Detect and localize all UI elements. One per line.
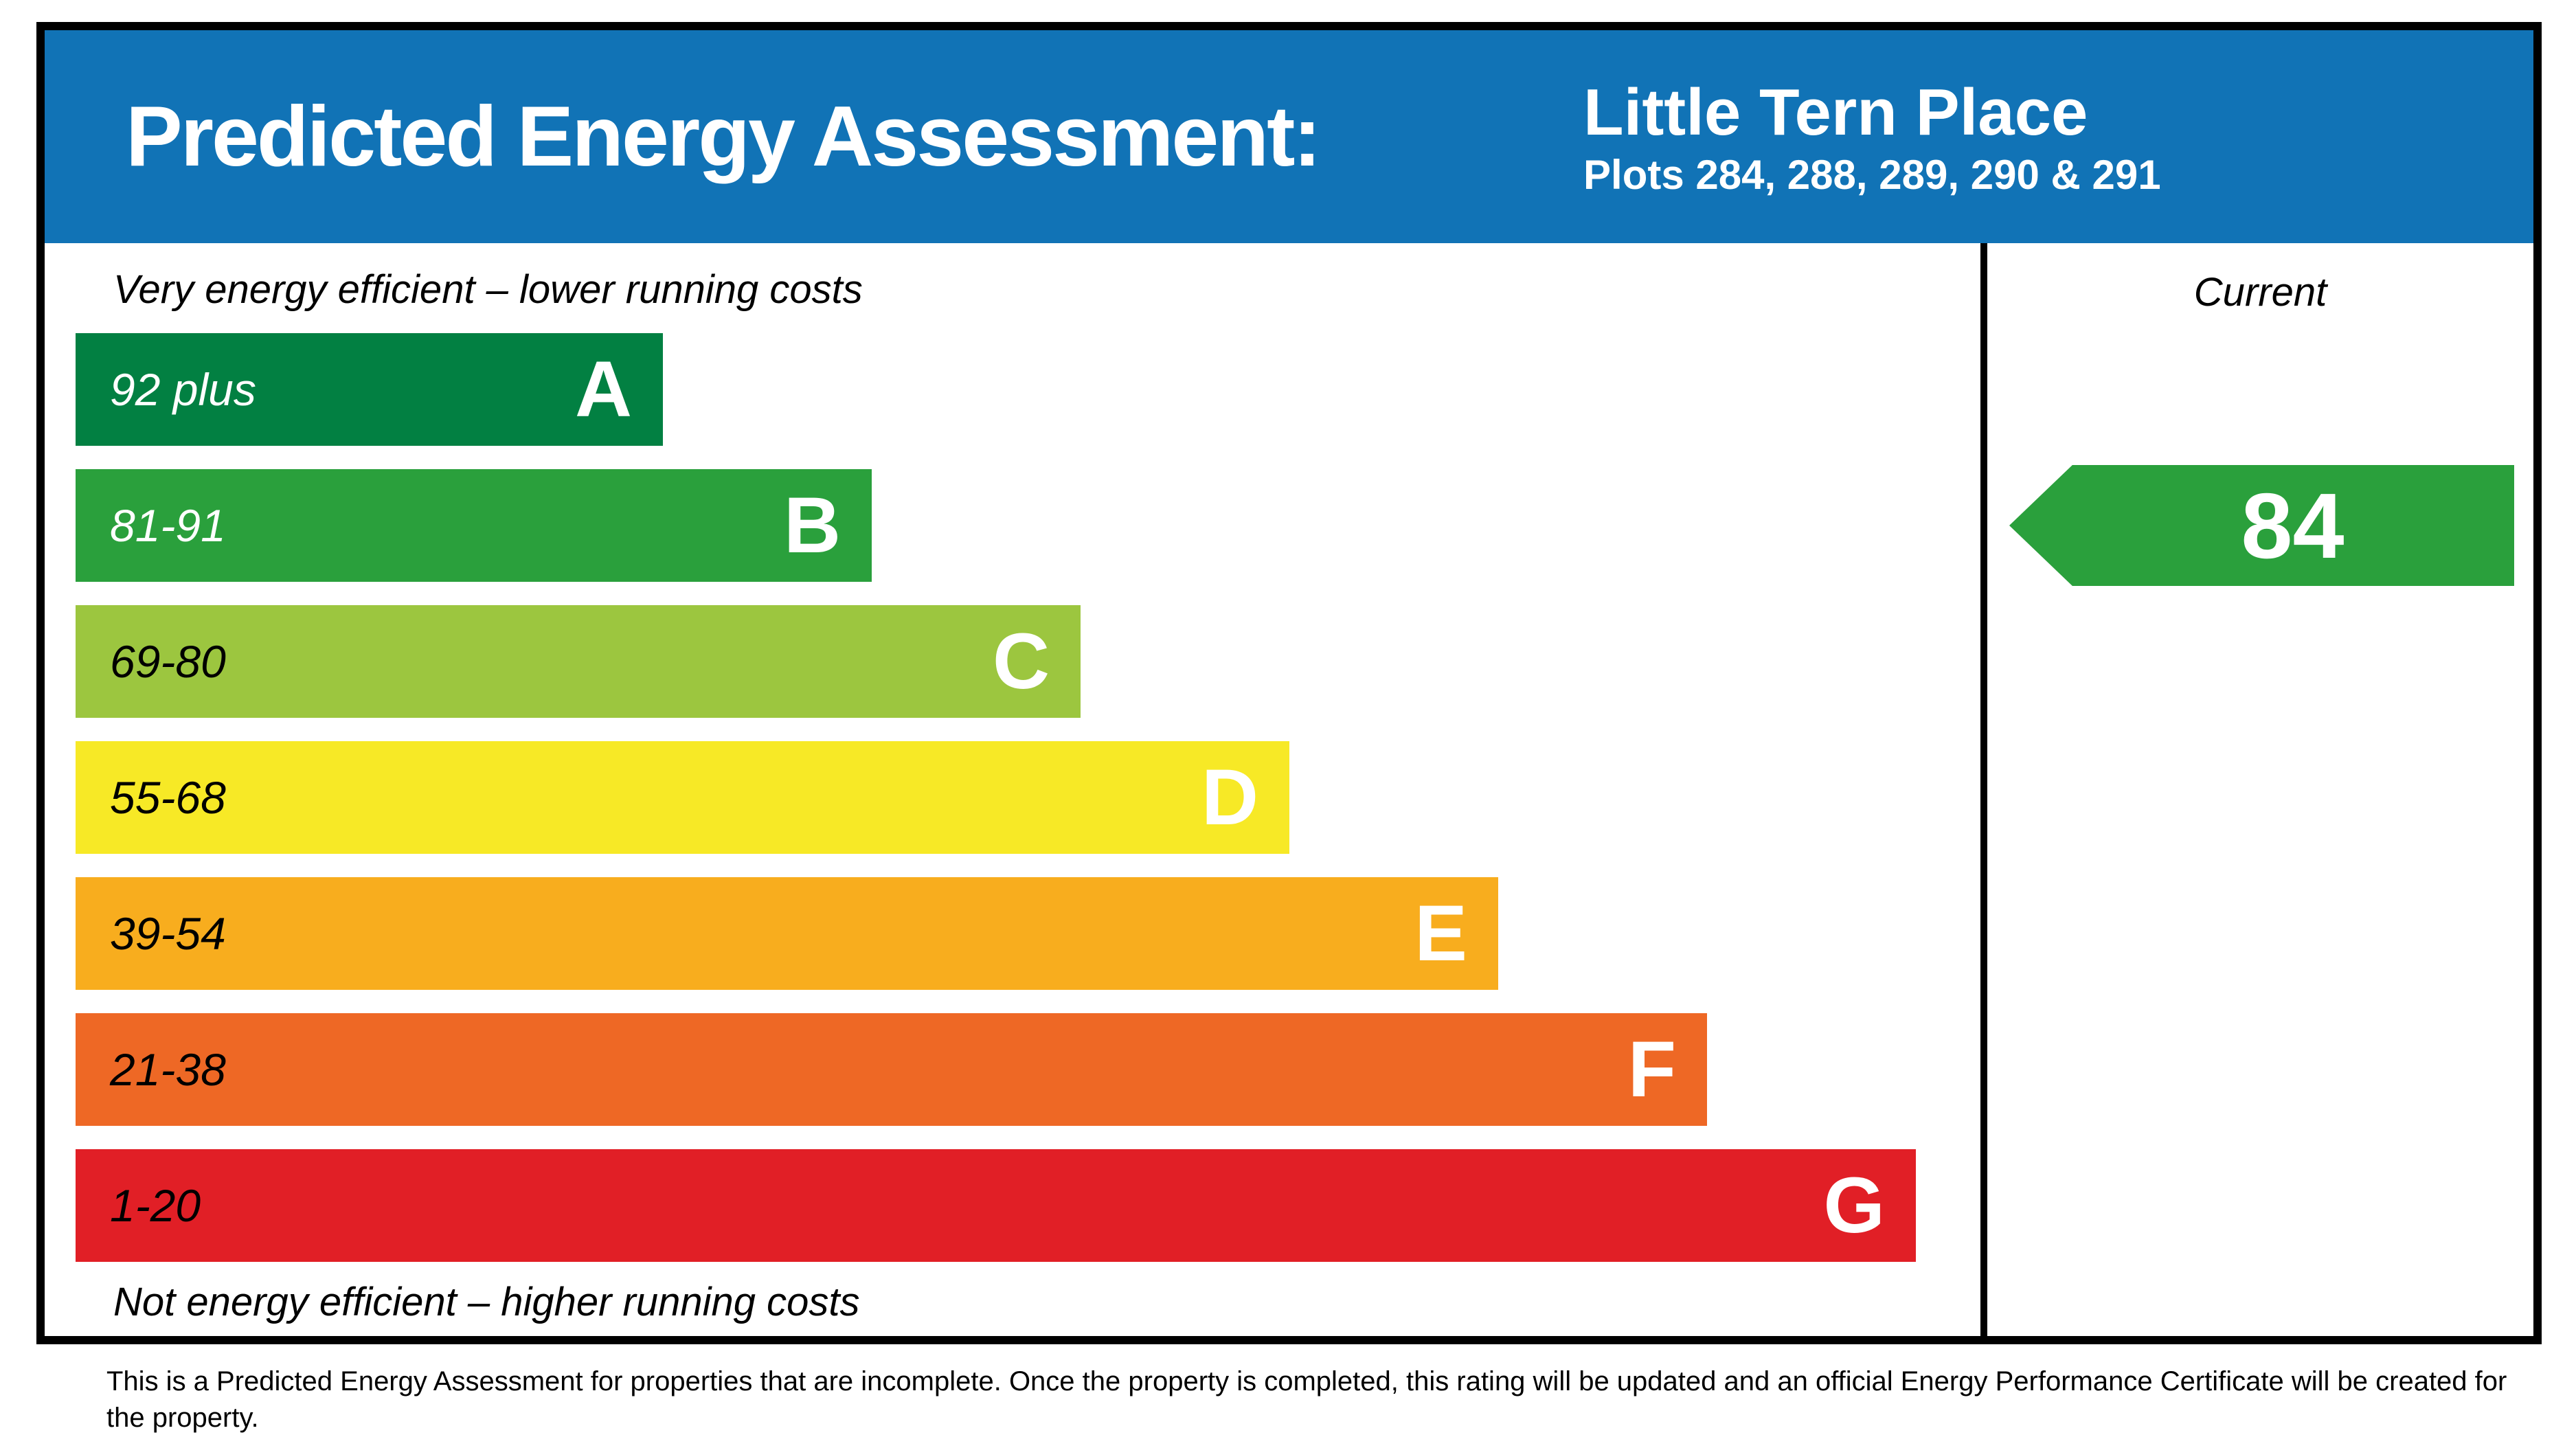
band-row-B: 81-91 B: [76, 469, 872, 582]
band-row-A: 92 plus A: [76, 333, 663, 446]
property-name: Little Tern Place: [1583, 76, 2088, 149]
band-range-label: 39-54: [110, 908, 226, 959]
band-letter: C: [992, 617, 1050, 705]
band-letter: F: [1627, 1025, 1676, 1113]
caption-not-efficient: Not energy efficient – higher running co…: [113, 1280, 860, 1324]
band-range-label: 1-20: [110, 1180, 201, 1231]
plots-label: Plots 284, 288, 289, 290 & 291: [1583, 152, 2161, 198]
footer-disclaimer: This is a Predicted Energy Assessment fo…: [106, 1366, 2507, 1433]
current-rating-value: 84: [2241, 473, 2345, 578]
caption-very-efficient: Very energy efficient – lower running co…: [113, 267, 863, 312]
header-banner: Predicted Energy Assessment: Little Tern…: [45, 30, 2533, 243]
band-row-F: 21-38 F: [76, 1013, 1707, 1126]
band-letter: D: [1201, 753, 1258, 841]
band-range-label: 55-68: [110, 772, 226, 823]
band-letter: G: [1823, 1161, 1885, 1249]
band-letter: A: [574, 345, 632, 433]
band-range-label: 92 plus: [110, 364, 256, 415]
band-letter: E: [1414, 889, 1467, 977]
band-range-label: 69-80: [110, 636, 226, 687]
band-row-C: 69-80 C: [76, 605, 1081, 718]
rating-chart: Very energy efficient – lower running co…: [45, 243, 1980, 1336]
certificate-border: Predicted Energy Assessment: Little Tern…: [36, 22, 2542, 1344]
page-title: Predicted Energy Assessment:: [126, 89, 1322, 184]
band-row-E: 39-54 E: [76, 877, 1498, 990]
header-property-block: Little Tern Place Plots 284, 288, 289, 2…: [1583, 77, 2161, 202]
current-column-header: Current: [2193, 270, 2327, 315]
band-row-G: 1-20 G: [76, 1149, 1916, 1262]
band-range-label: 21-38: [110, 1044, 226, 1095]
band-letter: B: [783, 481, 841, 569]
band-range-label: 81-91: [110, 500, 226, 551]
band-row-D: 55-68 D: [76, 741, 1289, 854]
current-rating-arrow: 84: [2009, 465, 2514, 586]
rating-body: Very energy efficient – lower running co…: [45, 243, 2533, 1336]
current-rating-column: Current 84: [1980, 243, 2533, 1336]
